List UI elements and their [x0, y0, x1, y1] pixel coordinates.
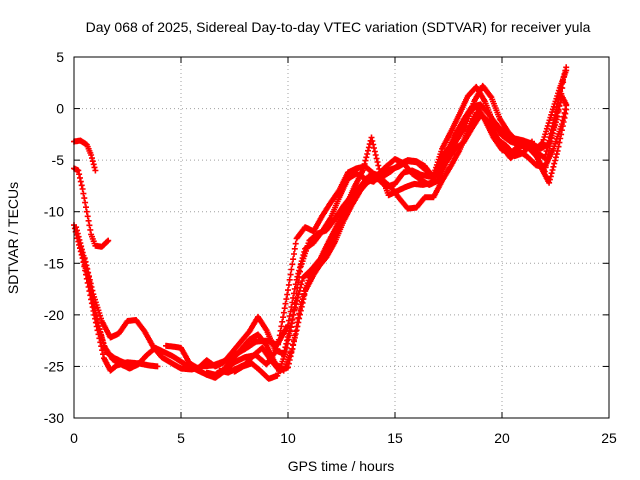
chart-title: Day 068 of 2025, Sidereal Day-to-day VTE…: [86, 19, 591, 35]
x-tick-label: 25: [601, 430, 617, 446]
data-series: [71, 64, 570, 382]
series-markers: [231, 67, 570, 382]
axis-ticks: 0 5 10 15 20 25 -30 -25 -20 -15 -10 -5 0 5: [44, 49, 617, 446]
series-markers: [163, 73, 568, 372]
y-tick-label: -15: [44, 255, 64, 271]
series-track-10: [231, 67, 570, 382]
y-axis-label: SDTVAR / TECUs: [5, 182, 21, 294]
y-tick-label: 5: [56, 49, 64, 65]
y-tick-label: 0: [56, 101, 64, 117]
x-tick-label: 5: [177, 430, 185, 446]
y-tick-label: -10: [44, 204, 64, 220]
x-tick-label: 20: [494, 430, 510, 446]
x-tick-label: 15: [387, 430, 403, 446]
series-markers: [71, 222, 161, 374]
y-tick-label: -20: [44, 307, 64, 323]
series-track-3: [71, 222, 161, 374]
x-tick-label: 10: [280, 430, 296, 446]
x-axis-label: GPS time / hours: [288, 458, 395, 474]
x-tick-label: 0: [70, 430, 78, 446]
plot-frame: [73, 56, 610, 419]
y-tick-label: -5: [52, 152, 65, 168]
y-tick-label: -30: [44, 410, 64, 426]
series-track-7: [163, 73, 568, 372]
y-tick-label: -25: [44, 358, 64, 374]
